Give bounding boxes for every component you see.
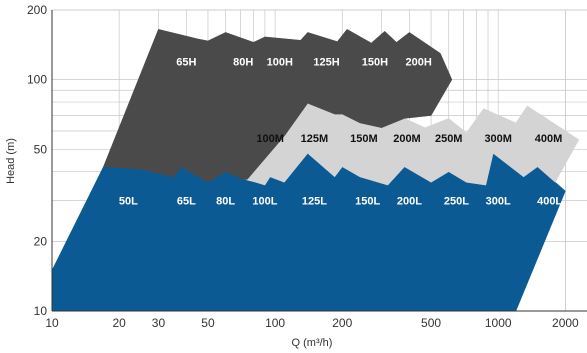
label-layer: 50L 65L 80L 100L 125L 150L 200L 250L 300L 400L 100… (119, 56, 563, 207)
y-axis-title: Head (m) (5, 138, 17, 184)
x-tick-label: 50 (201, 316, 215, 330)
region-label-200H: 200H (406, 56, 432, 68)
region-label-150L: 150L (355, 196, 380, 208)
region-label-400L: 400L (537, 196, 562, 208)
region-label-300M: 300M (484, 133, 512, 145)
region-label-125L: 125L (302, 196, 327, 208)
x-tick-label: 1000 (485, 316, 512, 330)
y-tick-label: 100 (27, 73, 47, 87)
region-label-50L: 50L (119, 196, 138, 208)
series-area-H (103, 28, 453, 183)
region-label-100L: 100L (252, 196, 277, 208)
region-label-80H: 80H (233, 56, 253, 68)
region-label-250L: 250L (444, 196, 469, 208)
x-tick-label: 20 (112, 316, 126, 330)
y-tick-label: 200 (27, 3, 47, 17)
x-tick-label: 2000 (552, 316, 579, 330)
region-label-400M: 400M (535, 133, 563, 145)
region-label-100H: 100H (267, 56, 293, 68)
region-label-150M: 150M (350, 133, 378, 145)
region-label-100M: 100M (256, 133, 284, 145)
x-tick-label: 100 (265, 316, 285, 330)
region-label-125M: 125M (301, 133, 329, 145)
region-label-300L: 300L (486, 196, 511, 208)
region-label-65H: 65H (176, 56, 196, 68)
series-area-L (51, 152, 566, 312)
region-label-200L: 200L (397, 196, 422, 208)
region-label-65L: 65L (177, 196, 196, 208)
region-label-150H: 150H (362, 56, 388, 68)
x-tick-label: 200 (332, 316, 352, 330)
y-tick-label: 10 (34, 304, 48, 318)
y-tick-label: 20 (34, 234, 48, 248)
x-tick-label: 30 (152, 316, 166, 330)
y-tick-label: 50 (34, 142, 48, 156)
area-layer (51, 28, 580, 312)
region-label-80L: 80L (216, 196, 235, 208)
region-label-200M: 200M (393, 133, 421, 145)
x-axis-title: Q (m³/h) (292, 337, 333, 349)
x-tick-label: 10 (45, 316, 59, 330)
x-tick-label: 500 (421, 316, 441, 330)
region-label-125H: 125H (313, 56, 339, 68)
region-label-250M: 250M (435, 133, 463, 145)
tick-layer: 10 20 30 50 100 200 500 1000 2000 10 20 50 100 200 (27, 3, 587, 330)
